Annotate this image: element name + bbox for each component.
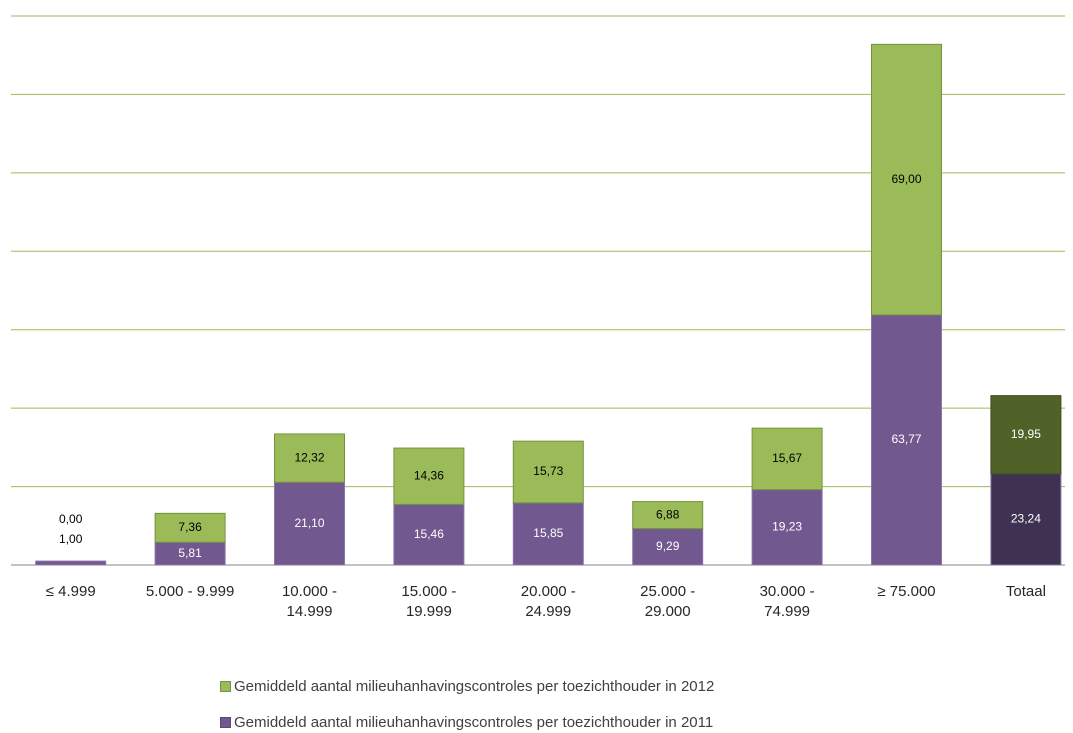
data-label: 21,10 (294, 516, 324, 530)
data-label: 0,00 (59, 512, 83, 526)
bar-segment (871, 314, 942, 566)
data-label: 19,23 (772, 519, 802, 533)
data-label: 15,67 (772, 451, 802, 465)
data-label: 63,77 (891, 432, 921, 446)
bar-segment (751, 489, 823, 566)
x-tick-label: 5.000 - 9.999 (145, 583, 235, 600)
x-tick-label: ≥ 75.000 (877, 583, 936, 600)
x-tick-label: 10.000 - 14.999 (281, 583, 338, 620)
data-label: 69,00 (891, 172, 921, 186)
data-label: 14,36 (414, 468, 444, 482)
legend-label: Gemiddeld aantal milieuhanhavingscontrol… (234, 714, 714, 731)
data-label: 15,73 (533, 464, 563, 478)
legend-label: Gemiddeld aantal milieuhanhavingscontrol… (234, 678, 715, 695)
data-label: 15,46 (414, 527, 444, 541)
legend-item: Gemiddeld aantal milieuhanhavingscontrol… (220, 678, 714, 695)
bar-segment (154, 512, 226, 543)
bar-segment (393, 447, 465, 505)
x-tick-label: 15.000 - 19.999 (401, 583, 457, 620)
data-label: 12,32 (294, 450, 324, 464)
data-label: 7,36 (178, 520, 202, 534)
bar-segment (632, 501, 704, 530)
x-tick-label: Totaal (1005, 583, 1046, 600)
x-tick-label: 20.000 - 24.999 (520, 583, 576, 620)
bar-segment (274, 481, 345, 566)
legend-item: Gemiddeld aantal milieuhanhavingscontrol… (220, 714, 713, 731)
legend-swatch (220, 717, 231, 728)
bar-segment (35, 560, 107, 566)
x-tick-label: 30.000 - 74.999 (759, 583, 815, 620)
bar-segment (751, 427, 823, 491)
bar-segment (871, 43, 942, 316)
bar-segment (274, 433, 345, 483)
x-tick-label: ≤ 4.999 (45, 583, 96, 600)
data-label: 23,24 (1011, 512, 1041, 526)
bar-segment (512, 440, 584, 504)
data-label: 15,85 (533, 526, 563, 540)
x-tick-label: 25.000 - 29.000 (640, 583, 696, 620)
data-label: 1,00 (59, 532, 83, 546)
bar-segment (990, 395, 1062, 475)
legend-swatch (220, 681, 231, 692)
data-label: 5,81 (178, 546, 202, 560)
bar-segment (393, 503, 465, 566)
data-label: 9,29 (656, 539, 680, 553)
data-label: 19,95 (1011, 427, 1041, 441)
data-label: 6,88 (656, 507, 680, 521)
